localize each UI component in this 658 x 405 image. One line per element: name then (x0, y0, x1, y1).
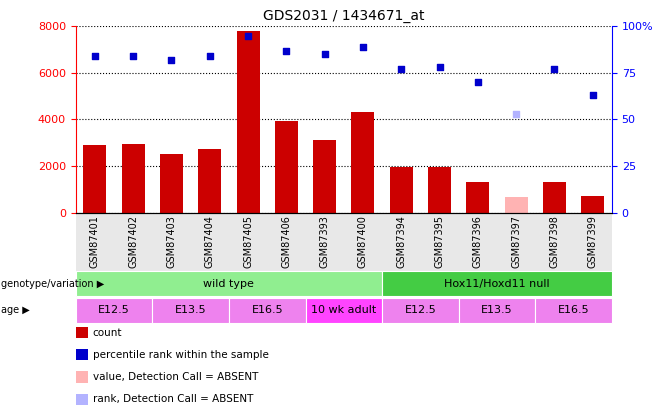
Bar (351, 113, 374, 213)
Point (472, 79, 483, 85)
Bar (84, 145, 107, 213)
Point (434, 64, 445, 70)
Bar (390, 167, 413, 213)
Text: count: count (93, 328, 122, 337)
Point (396, 66, 407, 72)
Bar (428, 167, 451, 213)
Bar (275, 121, 298, 213)
Text: E13.5: E13.5 (481, 305, 513, 315)
Text: percentile rank within the sample: percentile rank within the sample (93, 350, 268, 360)
Text: value, Detection Call = ABSENT: value, Detection Call = ABSENT (93, 372, 258, 382)
Text: genotype/variation ▶: genotype/variation ▶ (1, 279, 105, 289)
Text: 10 wk adult: 10 wk adult (311, 305, 376, 315)
Point (319, 51, 330, 58)
Bar (122, 144, 145, 213)
Text: E12.5: E12.5 (98, 305, 130, 315)
Bar (581, 196, 604, 213)
Bar (467, 182, 490, 213)
Point (281, 47, 291, 54)
Point (89, 53, 100, 60)
Text: age ▶: age ▶ (1, 305, 30, 315)
Point (243, 32, 253, 39)
Bar (160, 154, 183, 213)
Point (205, 53, 215, 60)
Text: E16.5: E16.5 (558, 305, 590, 315)
Text: E12.5: E12.5 (405, 305, 436, 315)
Bar (237, 31, 259, 213)
Point (511, 111, 521, 117)
Text: E16.5: E16.5 (251, 305, 283, 315)
Text: E13.5: E13.5 (175, 305, 207, 315)
Point (358, 44, 368, 50)
Point (128, 53, 138, 60)
Point (549, 66, 560, 72)
Text: rank, Detection Call = ABSENT: rank, Detection Call = ABSENT (93, 394, 253, 404)
Point (166, 57, 177, 63)
Text: wild type: wild type (203, 279, 255, 289)
Bar (505, 198, 528, 213)
Bar (313, 141, 336, 213)
Point (588, 92, 598, 98)
Bar (198, 149, 221, 213)
Title: GDS2031 / 1434671_at: GDS2031 / 1434671_at (263, 9, 424, 23)
Bar (543, 182, 566, 213)
Text: Hox11/Hoxd11 null: Hox11/Hoxd11 null (444, 279, 550, 289)
